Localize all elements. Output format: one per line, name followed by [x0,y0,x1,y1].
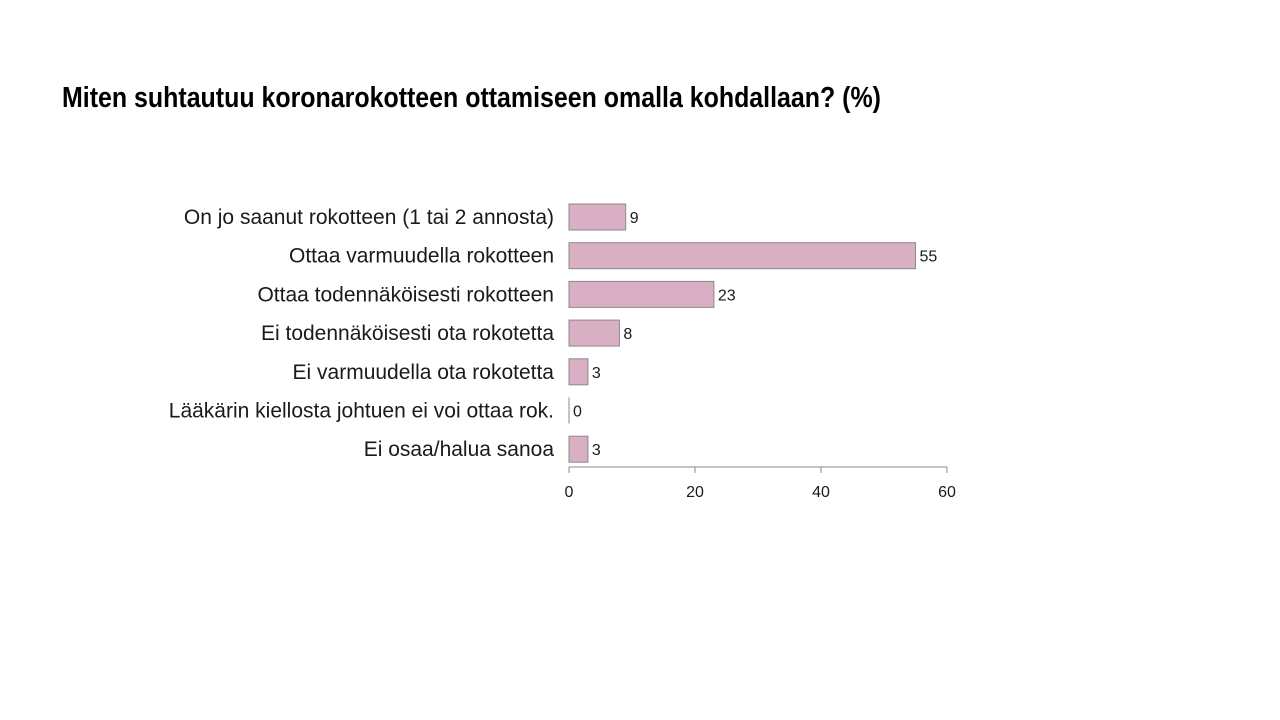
category-label: Ottaa varmuudella rokotteen [289,245,554,268]
bars [568,203,916,463]
category-label: Ottaa todennäköisesti rokotteen [257,283,554,306]
bar [568,319,620,347]
page-title: Miten suhtautuu koronarokotteen ottamise… [62,82,881,114]
bar [568,280,715,308]
x-tick-label: 20 [686,484,704,501]
bar [568,435,589,463]
x-tick-label: 0 [565,484,574,501]
data-label: 3 [592,442,601,459]
category-labels: On jo saanut rokotteen (1 tai 2 annosta)… [169,206,555,461]
data-label: 8 [623,326,632,343]
bar [568,358,589,386]
x-tick-label: 40 [812,484,830,501]
data-label: 3 [592,365,601,382]
category-label: Ei varmuudella ota rokotetta [293,361,555,384]
bar [568,203,627,231]
category-label: Ei todennäköisesti ota rokotetta [261,322,554,345]
data-label: 23 [718,287,736,304]
x-axis: 0 20 40 60 [565,466,956,501]
bar [568,242,916,270]
data-label: 0 [573,404,582,421]
x-tick-label: 60 [938,484,956,501]
category-label: On jo saanut rokotteen (1 tai 2 annosta) [184,206,554,229]
data-labels: 9 55 23 8 3 0 3 [573,210,937,459]
category-label: Ei osaa/halua sanoa [364,438,555,461]
data-label: 55 [920,249,938,266]
data-label: 9 [630,210,639,227]
category-label: Lääkärin kiellosta johtuen ei voi ottaa … [169,400,554,423]
